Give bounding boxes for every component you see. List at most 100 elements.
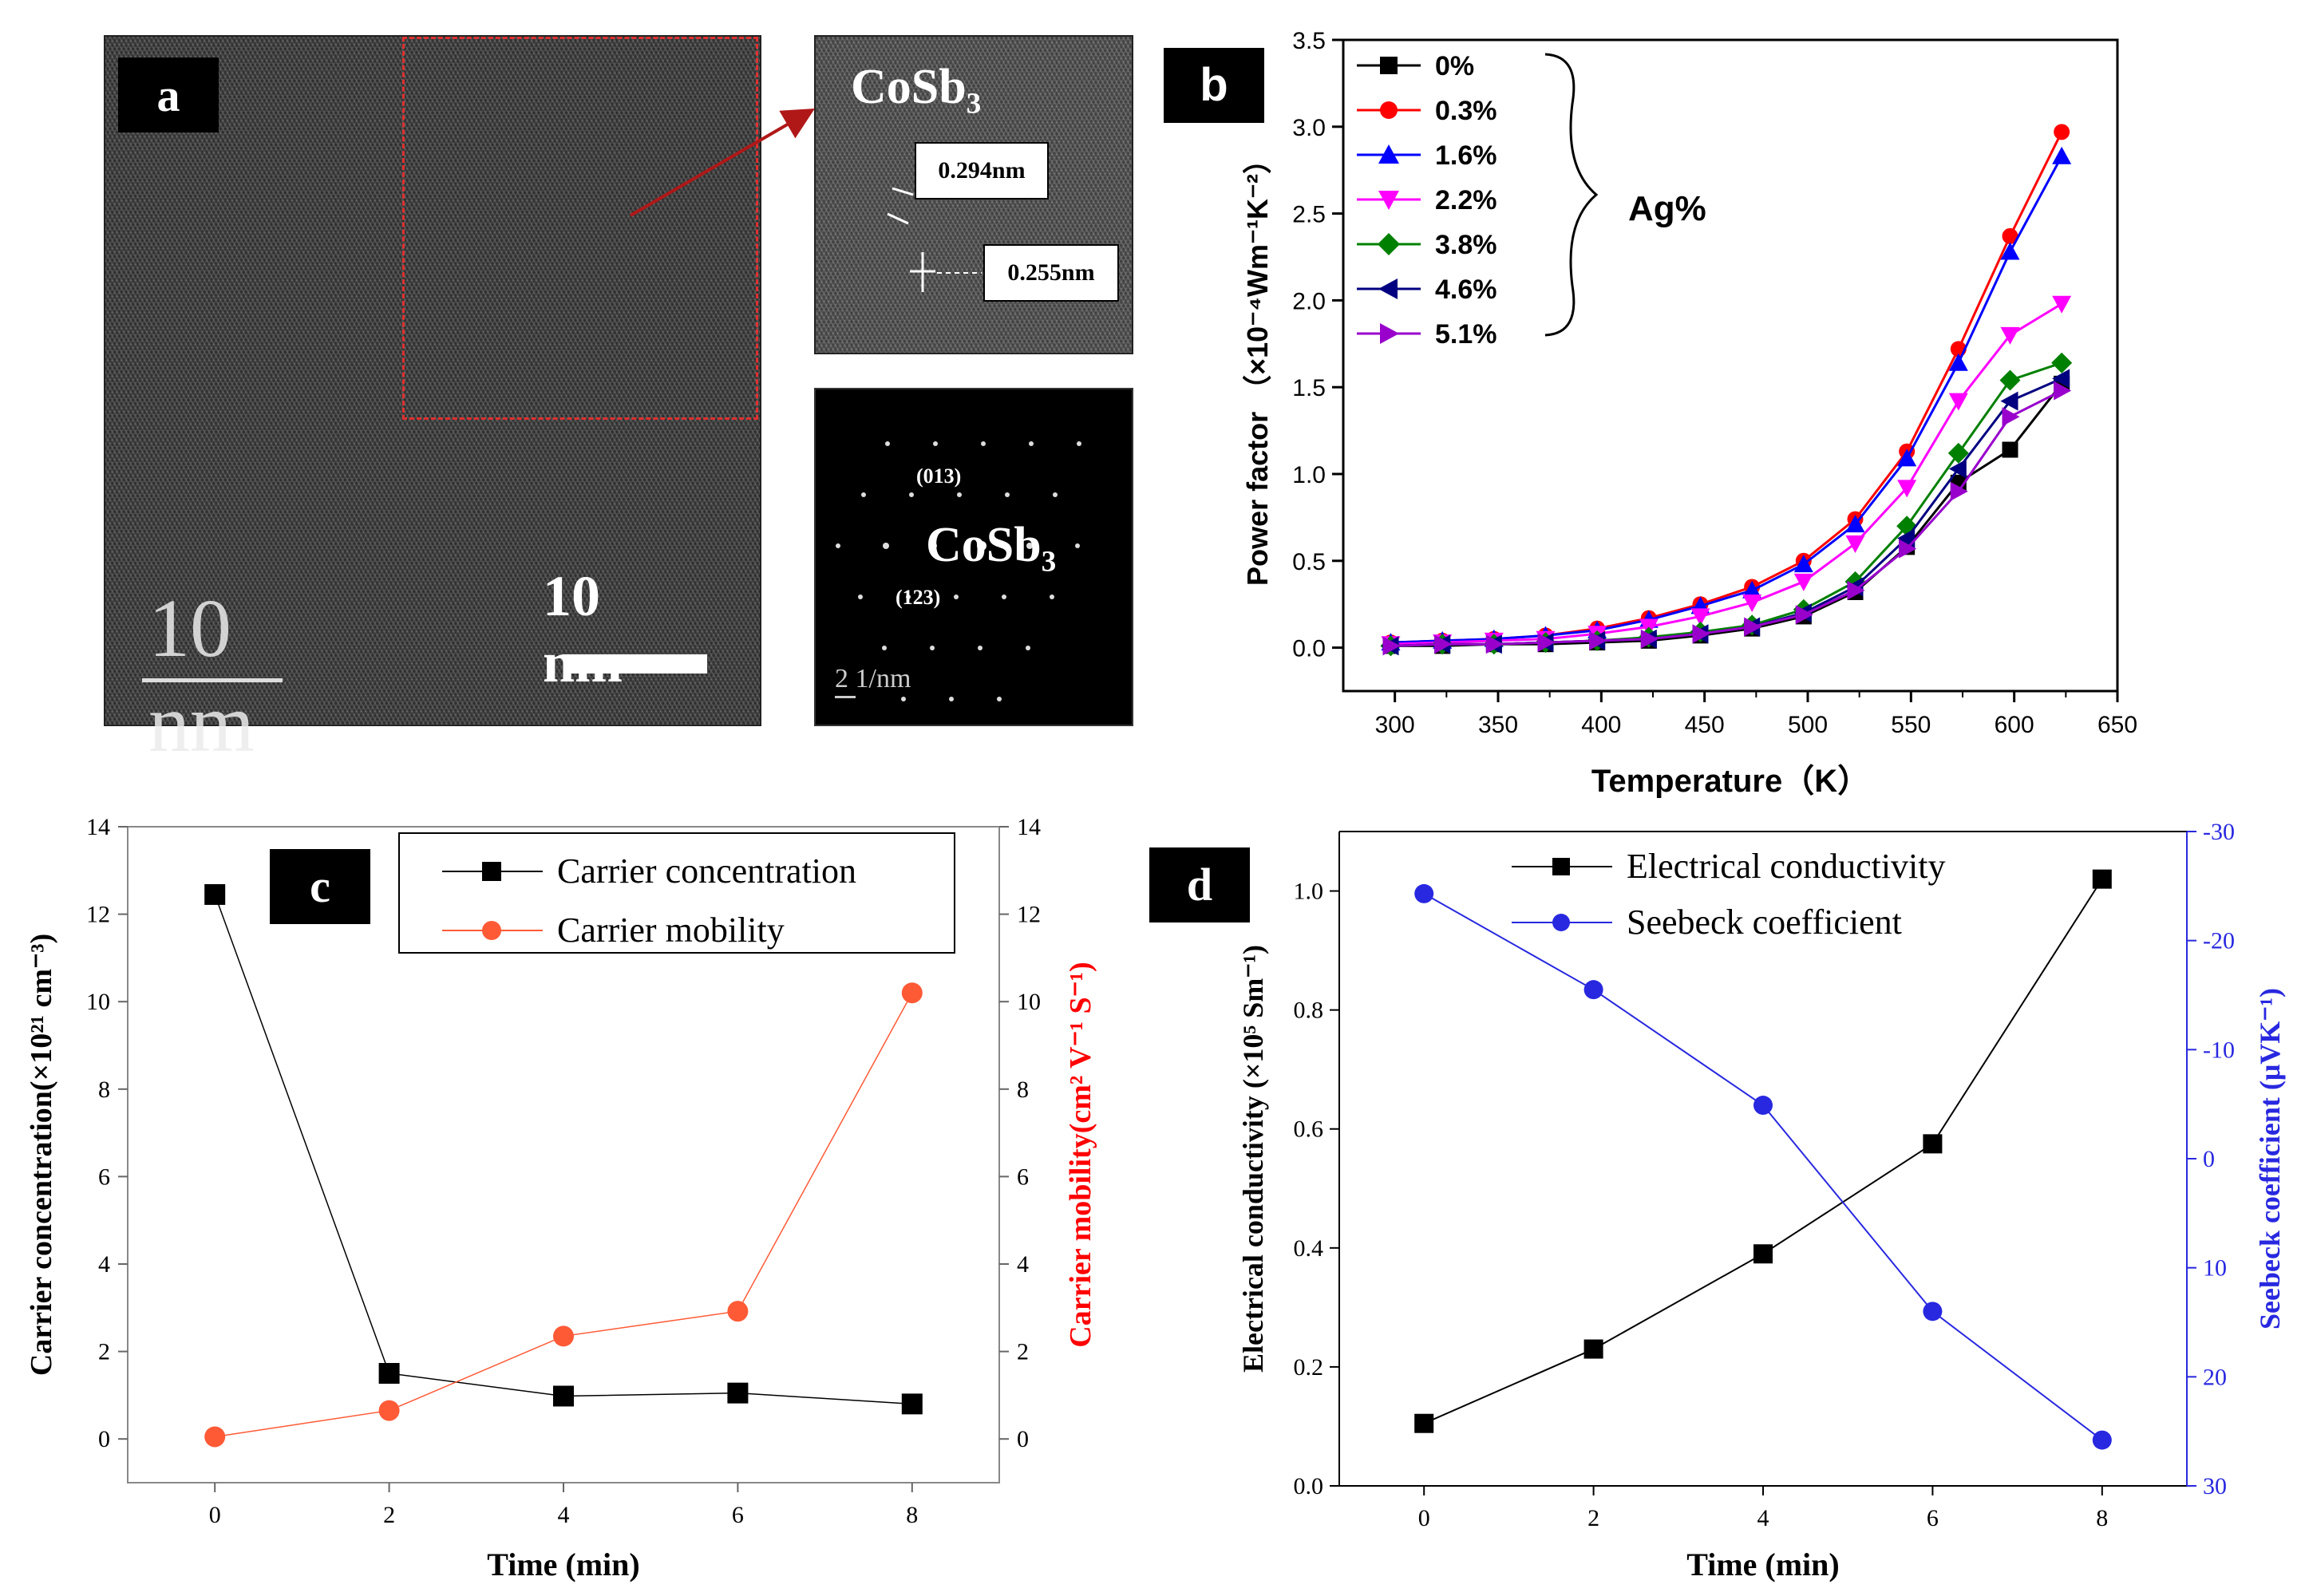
legend-marker (1552, 914, 1570, 931)
zoom-region-frame (402, 37, 758, 420)
saed-inset: (013) (123) CoSb₃ 2 1/nm (814, 388, 1133, 726)
y-left-axis-label: Carrier concentration(×10²¹ cm⁻³) (25, 934, 58, 1376)
data-point (1923, 1134, 1943, 1154)
x-tick-label: 350 (1478, 712, 1518, 738)
panel-label-b: b (1200, 59, 1228, 111)
data-point (1897, 448, 1917, 467)
x-tick-label: 4 (1757, 1505, 1769, 1531)
series-line (1423, 893, 2103, 1441)
data-point (2002, 441, 2018, 458)
x-tick-label: 0 (209, 1502, 221, 1528)
data-point (1899, 539, 1917, 559)
panel-label-b-box (1164, 48, 1264, 123)
data-point (1692, 624, 1710, 644)
x-tick-label: 550 (1891, 712, 1931, 738)
legend-label: 5.1% (1435, 319, 1497, 350)
data-point (2054, 381, 2072, 401)
y-right-tick-label: -10 (2203, 1037, 2235, 1063)
y-left-axis-label: Electrical conductivity (×10⁵ Sm⁻¹) (1237, 945, 1269, 1373)
x-tick-label: 4 (558, 1502, 570, 1528)
data-point (1845, 515, 1865, 533)
legend-label: Electrical conductivity (1627, 847, 1946, 886)
x-tick-label: 400 (1581, 712, 1621, 738)
y-left-tick-label: 0.2 (1294, 1354, 1324, 1381)
data-point (553, 1385, 574, 1407)
data-point (901, 1393, 923, 1415)
series-Carrier mobility (204, 982, 923, 1448)
legend-marker (1378, 191, 1399, 210)
legend-marker (1378, 233, 1400, 255)
y-left-tick-label: 0 (98, 1426, 110, 1452)
y-left-tick-label: 8 (98, 1077, 110, 1103)
series-Seebeck coefficient (1414, 883, 2112, 1450)
y-right-tick-label: 10 (2203, 1255, 2227, 1282)
scale-bar-large (142, 678, 283, 682)
data-point (1485, 634, 1504, 654)
legend-label: 4.6% (1435, 275, 1497, 305)
legend: Carrier concentration Carrier mobility (398, 832, 955, 954)
y-right-tick-label: 0 (2203, 1146, 2215, 1172)
panel-label-c-box (270, 849, 370, 924)
x-axis-label: Temperature（K） (1591, 764, 1869, 798)
legend-label: Carrier mobility (557, 911, 785, 950)
y-right-tick-label: 2 (1017, 1339, 1029, 1365)
y-tick-label: 3.0 (1292, 115, 1326, 141)
series-Electrical conductivity (1414, 869, 2112, 1433)
data-point (1753, 1244, 1773, 1264)
y-right-tick-label: 20 (2203, 1364, 2227, 1390)
y-right-tick-label: 30 (2203, 1473, 2227, 1499)
saed-index-1: (013) (916, 464, 962, 488)
data-point (1583, 980, 1603, 1000)
x-axis-label: Time (min) (487, 1547, 639, 1582)
x-tick-label: 300 (1375, 712, 1415, 738)
panel-label-c: c (310, 860, 330, 912)
legend-group-label: Ag% (1628, 189, 1706, 228)
y-tick-label: 0.5 (1292, 549, 1326, 575)
x-tick-label: 2 (383, 1502, 395, 1528)
y-right-tick-label: -20 (2203, 928, 2235, 954)
y-right-tick-label: 8 (1017, 1077, 1029, 1103)
inset-title: CoSb₃ (851, 60, 982, 114)
series-Carrier concentration (204, 883, 923, 1415)
y-right-tick-label: 0 (1017, 1426, 1029, 1452)
legend-label: 3.8% (1435, 230, 1497, 260)
x-tick-label: 450 (1685, 712, 1725, 738)
y-tick-label: 0.0 (1292, 636, 1326, 662)
data-point (1640, 629, 1659, 649)
saed-title: CoSb₃ (926, 518, 1057, 572)
data-point (1434, 634, 1453, 654)
data-point (2051, 352, 2073, 373)
data-point (1742, 595, 1762, 613)
data-point (727, 1382, 749, 1404)
data-point (1753, 1096, 1773, 1116)
data-point (2000, 326, 2020, 345)
data-point (727, 1301, 749, 1322)
x-tick-label: 8 (906, 1502, 918, 1528)
data-point (1948, 393, 1968, 411)
y-left-tick-label: 1.0 (1294, 879, 1324, 905)
y-left-tick-label: 0.0 (1294, 1473, 1324, 1499)
y-left-tick-label: 0.4 (1294, 1235, 1324, 1262)
data-point (2092, 869, 2112, 889)
data-point (2000, 242, 2020, 260)
chart-d: 0 2 4 6 8 0.0 0.2 0.4 0.6 0.8 1.0 -30 -20 -10 0 10 20 30 T… (1149, 819, 2286, 1582)
data-point (1947, 442, 1969, 464)
series-line (215, 992, 913, 1438)
legend-label: 2.2% (1435, 185, 1497, 215)
saed-pattern (836, 441, 1081, 701)
data-point (1795, 605, 1813, 625)
data-point (2052, 369, 2070, 389)
data-point (1845, 535, 1865, 554)
legend-marker (1552, 858, 1570, 875)
chart-b-frame (1342, 38, 2119, 693)
y-right-tick-label: 14 (1017, 814, 1041, 840)
data-point (1742, 580, 1762, 598)
series-5.1% (1382, 381, 2072, 656)
data-point (2092, 1430, 2112, 1450)
y-left-tick-label: 0.6 (1294, 1116, 1324, 1143)
y-axis-label: Power factor （×10⁻⁴Wm⁻¹K⁻²） (1241, 145, 1274, 586)
data-point (1537, 633, 1556, 653)
legend-label: Seebeck coefficient (1627, 903, 1902, 942)
data-point (1948, 459, 1967, 479)
y-right-tick-label: 12 (1017, 902, 1041, 928)
